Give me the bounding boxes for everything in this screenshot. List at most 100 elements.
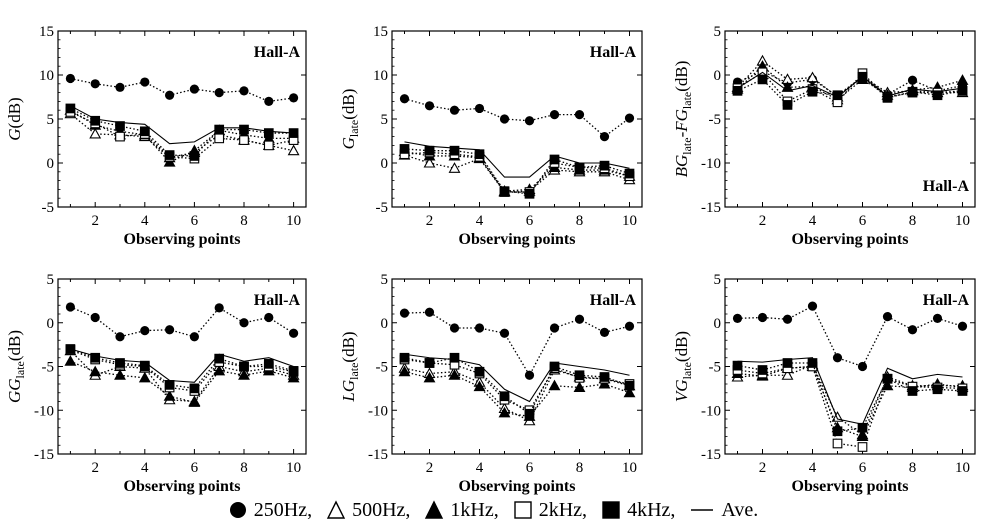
legend-symbol-line-icon xyxy=(691,509,714,511)
data-point-250hz xyxy=(115,332,125,342)
x-axis-label: Observing points xyxy=(459,478,576,495)
y-tick-label: 10 xyxy=(373,68,388,84)
series-line-1khz xyxy=(404,150,630,192)
series-line-1khz xyxy=(737,65,963,101)
data-point-1khz xyxy=(138,371,151,383)
series-line-250hz xyxy=(404,311,630,377)
x-tick-label: 2 xyxy=(759,460,767,476)
data-point-2khz xyxy=(857,442,868,452)
data-point-4khz xyxy=(449,145,460,156)
x-tick-label: 4 xyxy=(476,460,484,476)
data-point-4khz xyxy=(189,383,200,394)
y-tick-label: -5 xyxy=(42,360,55,376)
data-point-1khz xyxy=(213,364,226,376)
panel-4: -15 -10 -5 0 5 2 4 6 8 10 Observing points GGlate(d… xyxy=(5,272,307,495)
legend-symbol-square-open-icon xyxy=(514,501,532,519)
data-point-4khz xyxy=(164,150,175,160)
x-axis-label: Observing points xyxy=(459,231,576,248)
y-axis-label: BGlate-FGlate(dB) xyxy=(672,61,694,178)
data-point-2khz xyxy=(239,135,249,145)
y-tick-label: -5 xyxy=(709,360,722,376)
data-point-250hz xyxy=(239,318,249,328)
data-point-1khz xyxy=(473,380,486,392)
series-line-1khz xyxy=(737,365,963,438)
data-point-2khz xyxy=(214,133,225,144)
data-point-2khz xyxy=(115,131,125,142)
data-point-4khz xyxy=(115,358,125,368)
legend-label: 1kHz, xyxy=(450,498,499,521)
x-axis-label: Observing points xyxy=(124,478,241,495)
x-tick-label: 4 xyxy=(809,460,817,476)
data-point-1khz xyxy=(114,369,126,380)
x-axis-label: Observing points xyxy=(124,231,241,248)
y-tick-label: -15 xyxy=(701,447,721,463)
data-point-1khz xyxy=(573,381,586,393)
series-line-2khz xyxy=(737,71,963,104)
series-line-1khz xyxy=(70,360,294,404)
data-point-250hz xyxy=(782,314,793,324)
legend-symbol-triangle-open-icon xyxy=(326,500,346,519)
x-tick-label: 4 xyxy=(809,213,817,229)
series-line-250hz xyxy=(70,306,294,338)
data-point-250hz xyxy=(399,308,410,318)
data-point-2khz xyxy=(263,140,274,151)
x-tick-label: 6 xyxy=(526,213,534,229)
data-point-4khz xyxy=(90,115,101,126)
x-tick-label: 10 xyxy=(286,213,301,229)
data-point-250hz xyxy=(857,361,868,372)
y-tick-label: -10 xyxy=(701,156,721,172)
data-point-250hz xyxy=(524,116,535,126)
data-point-500hz xyxy=(423,156,436,168)
series-line-ave xyxy=(737,357,963,425)
legend-item: 2kHz, xyxy=(513,499,587,522)
data-point-1khz xyxy=(188,396,201,407)
y-tick-label: 0 xyxy=(47,316,55,332)
data-point-250hz xyxy=(732,313,743,323)
x-tick-label: 2 xyxy=(426,213,434,229)
data-point-250hz xyxy=(624,321,635,331)
data-point-4khz xyxy=(907,386,918,396)
series-line-4khz xyxy=(70,107,294,157)
data-point-250hz xyxy=(807,301,818,311)
x-tick-label: 8 xyxy=(576,460,584,476)
series-line-2khz xyxy=(737,365,963,448)
series-line-250hz xyxy=(404,98,630,138)
data-point-250hz xyxy=(115,82,125,92)
data-point-4khz xyxy=(932,90,943,101)
data-point-4khz xyxy=(832,426,843,437)
y-tick-label: 15 xyxy=(373,24,388,40)
x-tick-label: 6 xyxy=(191,213,199,229)
series-line-500hz xyxy=(737,363,963,436)
series-line-ave xyxy=(404,141,630,178)
legend-symbol-triangle-icon xyxy=(425,500,444,519)
panel-3: -15 -10 -5 0 5 2 4 6 8 10 Observing points BGlate-F… xyxy=(672,24,976,248)
panel-6: -15 -10 -5 0 5 2 4 6 8 10 Observing points VGlate(d… xyxy=(672,272,976,495)
data-point-500hz xyxy=(287,144,300,156)
data-point-4khz xyxy=(474,149,485,160)
data-point-4khz xyxy=(263,359,274,369)
data-point-250hz xyxy=(549,323,560,333)
y-axis-label: G(dB) xyxy=(5,97,24,140)
legend-item: 4kHz, xyxy=(601,499,675,522)
data-point-250hz xyxy=(165,90,175,100)
hall-label: Hall-A xyxy=(254,44,301,61)
series-line-2khz xyxy=(404,151,630,193)
data-point-250hz xyxy=(932,313,943,323)
data-point-250hz xyxy=(907,325,918,335)
data-point-4khz xyxy=(164,380,175,390)
data-point-250hz xyxy=(599,327,610,337)
data-point-250hz xyxy=(449,105,460,115)
series-line-ave xyxy=(70,348,294,383)
series-line-2khz xyxy=(70,349,294,392)
data-point-250hz xyxy=(264,312,274,323)
data-point-250hz xyxy=(189,84,199,94)
data-point-250hz xyxy=(189,332,199,342)
data-point-250hz xyxy=(574,314,585,324)
hall-label: Hall-A xyxy=(923,292,970,309)
data-point-500hz xyxy=(448,162,461,173)
x-axis-label: Observing points xyxy=(792,231,909,248)
data-point-4khz xyxy=(65,103,76,114)
legend-item: Ave. xyxy=(689,499,758,522)
legend-label: Ave. xyxy=(721,498,759,521)
data-point-4khz xyxy=(115,121,125,131)
